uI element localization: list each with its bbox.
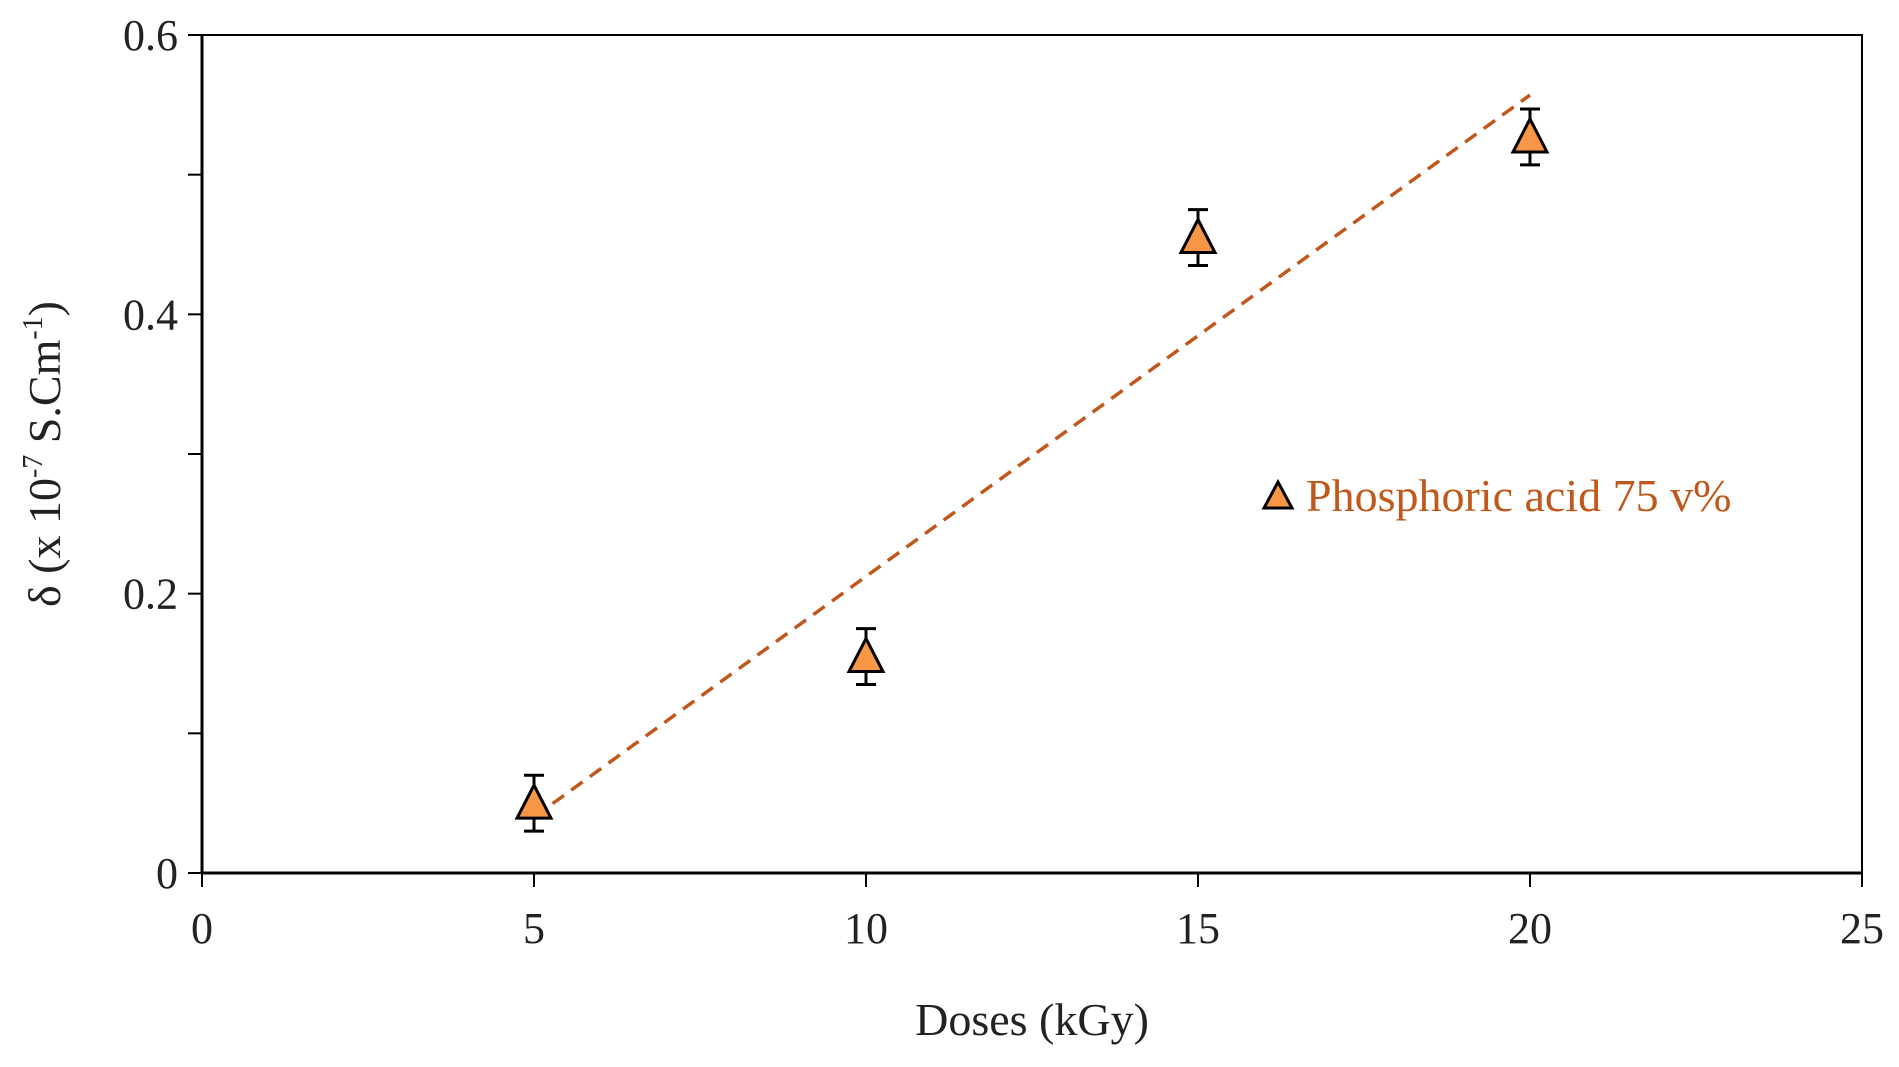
data-point xyxy=(1510,107,1550,167)
legend-label: Phosphoric acid 75 v% xyxy=(1306,470,1731,521)
y-tick-label: 0 xyxy=(156,849,178,898)
y-axis-title: δ (x 10-7 S.Cm-1) xyxy=(18,301,70,607)
data-point xyxy=(514,773,554,833)
y-axis-title-middle: S.Cm xyxy=(19,339,70,454)
y-axis-title-exponent2: -1 xyxy=(18,316,49,339)
y-tick-label: 0.4 xyxy=(123,290,178,339)
trendline xyxy=(532,93,1532,819)
x-tick-label: 10 xyxy=(844,904,888,953)
legend: Phosphoric acid 75 v% xyxy=(1261,470,1731,521)
x-tick-label: 5 xyxy=(523,904,545,953)
triangle-marker xyxy=(1178,216,1218,255)
y-axis-title-prefix: δ (x 10 xyxy=(19,478,70,607)
x-axis-title: Doses (kGy) xyxy=(915,994,1149,1045)
data-point xyxy=(846,627,886,686)
trendline-layer xyxy=(532,93,1532,819)
y-ticks: 0 0.2 0.4 0.6 xyxy=(123,11,202,898)
x-ticks: 0 5 10 15 20 25 xyxy=(191,873,1884,953)
triangle-marker xyxy=(846,635,886,674)
triangle-marker xyxy=(1510,115,1550,154)
x-tick-label: 0 xyxy=(191,904,213,953)
x-tick-label: 20 xyxy=(1508,904,1552,953)
triangle-marker xyxy=(514,781,554,820)
y-tick-label: 0.6 xyxy=(123,11,178,60)
plot-area-frame xyxy=(201,34,1863,874)
y-axis-title-suffix: ) xyxy=(19,301,70,316)
y-tick-label: 0.2 xyxy=(123,570,178,619)
x-tick-label: 25 xyxy=(1840,904,1884,953)
y-axis-title-exponent: -7 xyxy=(18,455,49,478)
data-points xyxy=(514,107,1550,833)
x-tick-label: 15 xyxy=(1176,904,1220,953)
legend-marker-triangle-icon xyxy=(1261,478,1295,510)
data-point xyxy=(1178,208,1218,267)
